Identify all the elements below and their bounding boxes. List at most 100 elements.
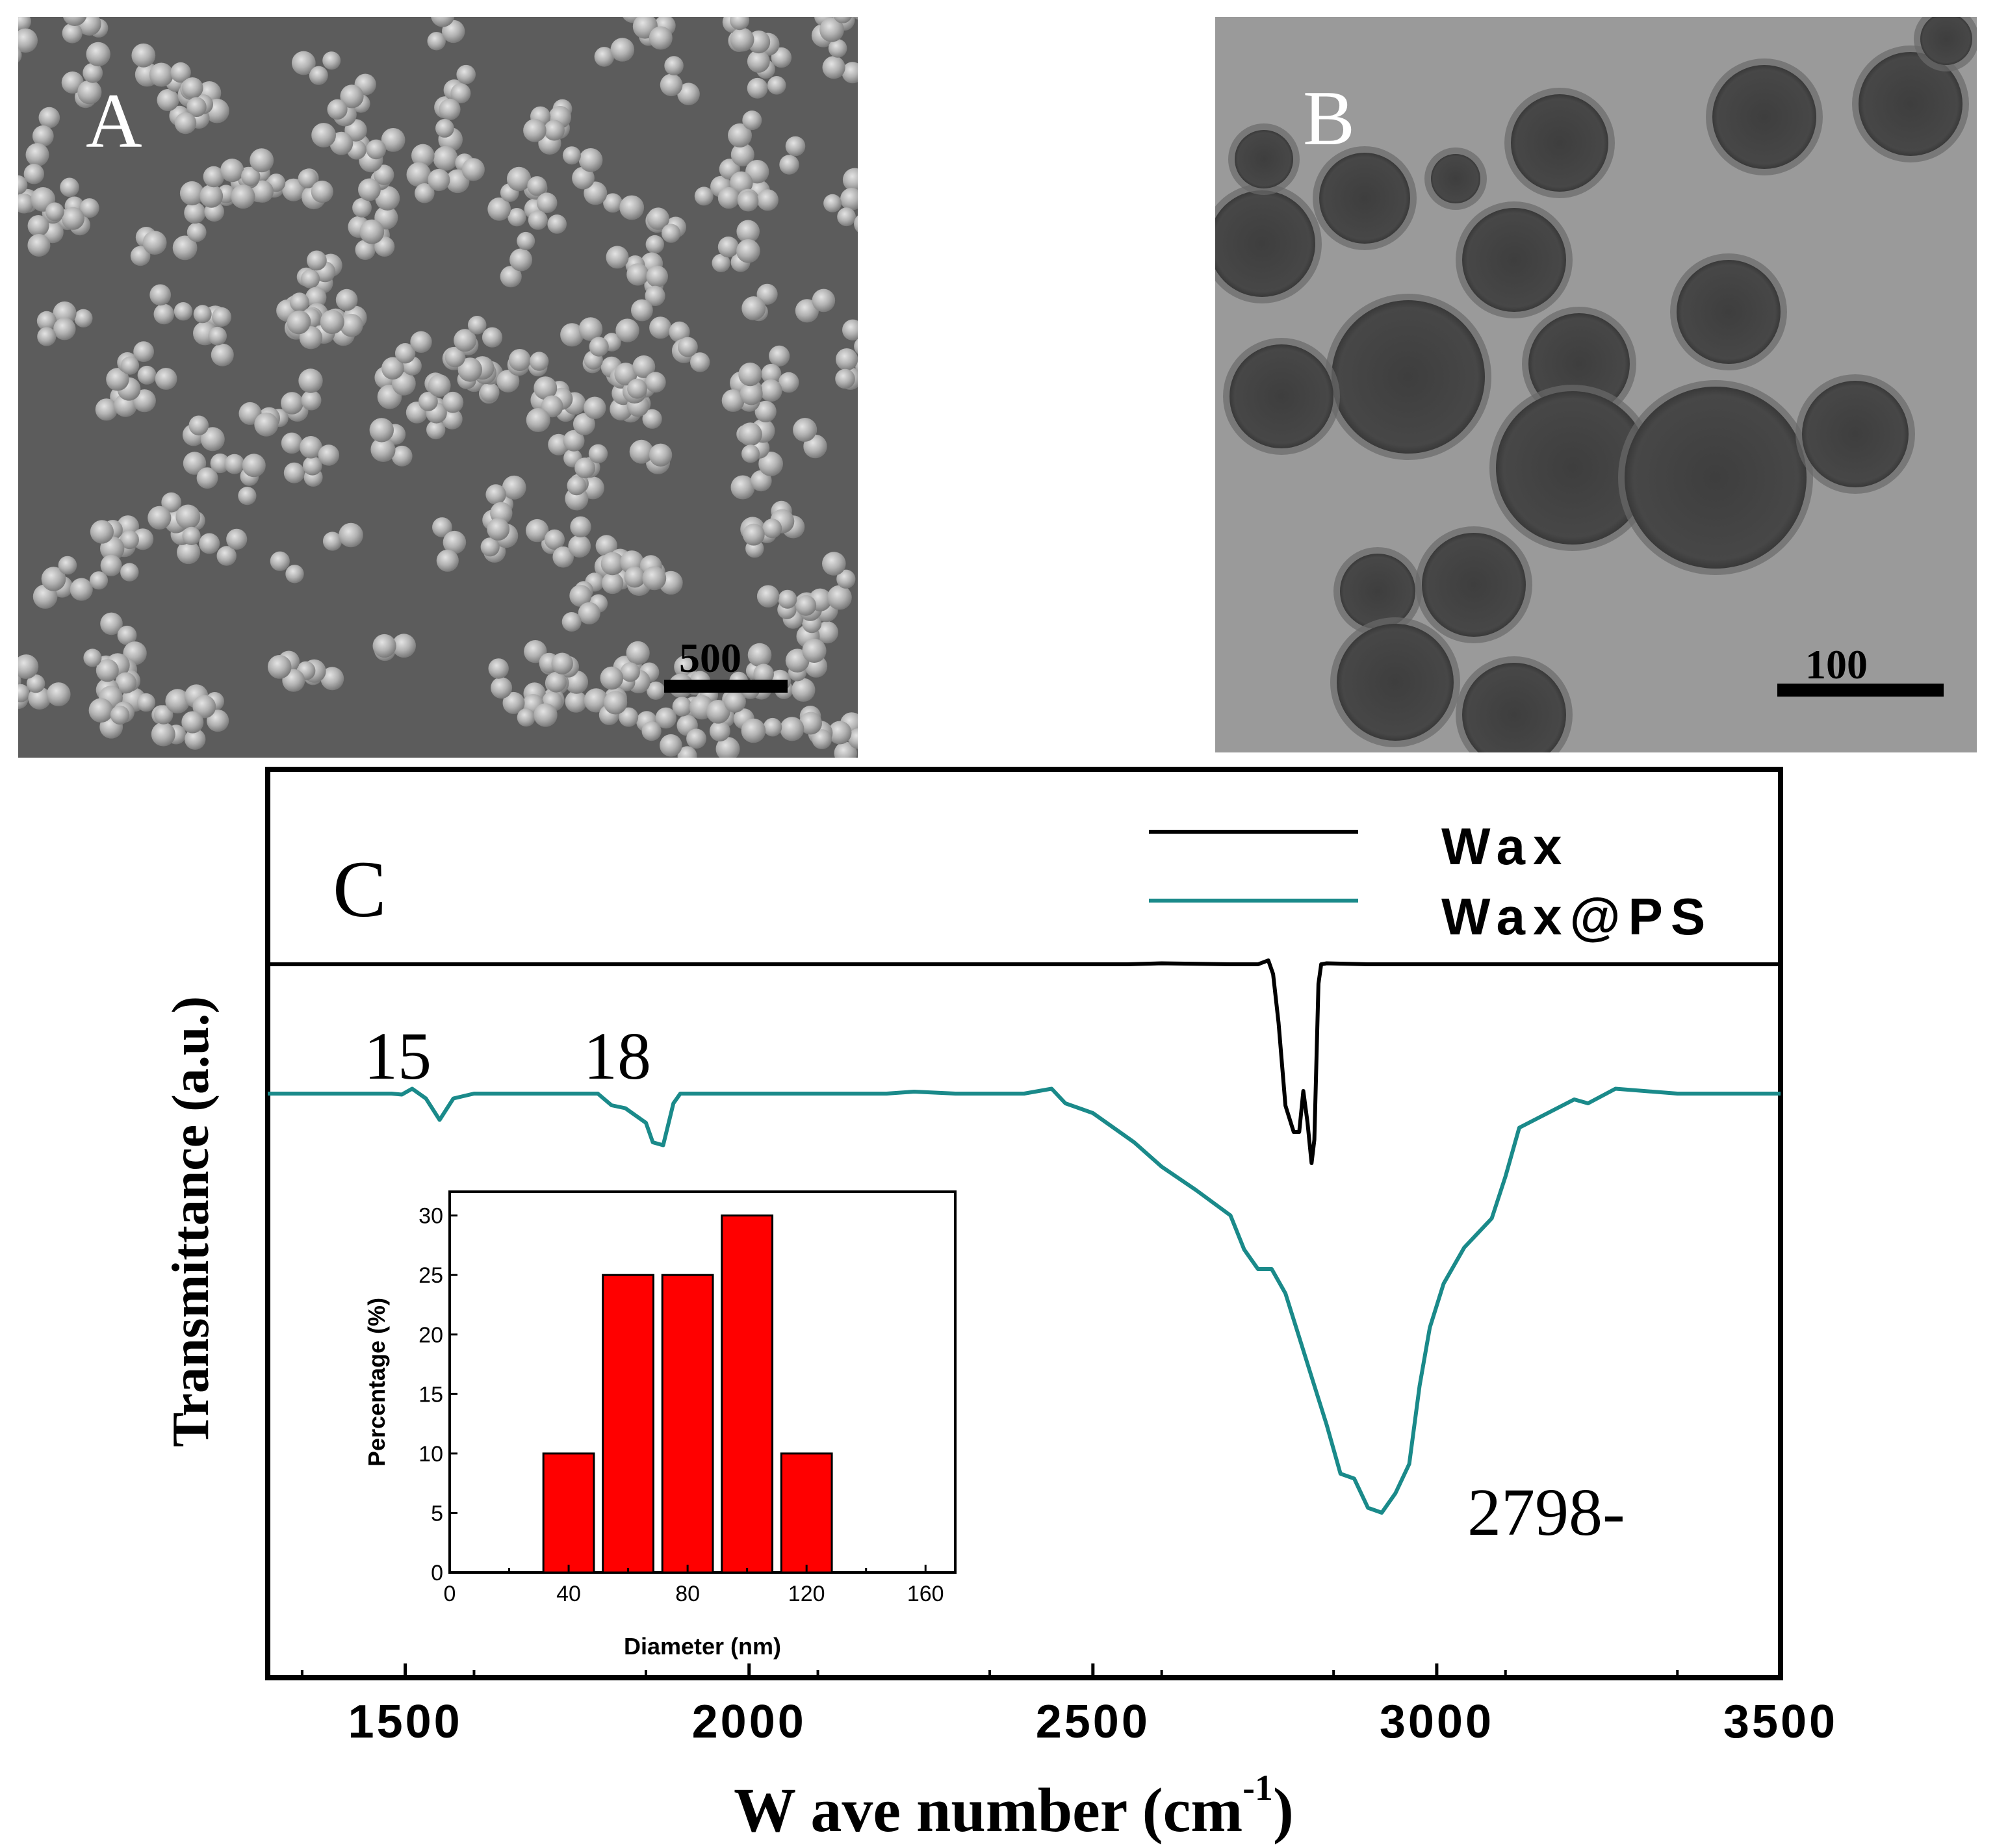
sem-particle (287, 311, 311, 335)
sem-particle (27, 234, 51, 257)
sem-particle (856, 729, 858, 741)
sem-particle (641, 721, 662, 741)
sem-particle (543, 120, 565, 141)
sem-particle (717, 237, 739, 258)
sem-particle (528, 210, 548, 230)
sem-particle (18, 654, 39, 679)
sem-particle (37, 327, 57, 346)
sem-particle (418, 392, 438, 411)
sem-particle (433, 146, 458, 171)
sem-particle (454, 329, 477, 352)
inset-bars (542, 1214, 833, 1574)
sem-particle (740, 382, 763, 405)
sem-particle (620, 662, 640, 682)
sem-particle (614, 363, 637, 386)
sem-particle (381, 128, 405, 152)
tem-particle (1802, 381, 1909, 487)
tem-particle (1859, 52, 1963, 156)
sem-particle (77, 80, 102, 105)
sem-particle (309, 66, 328, 85)
sem-particle (627, 378, 647, 399)
panel-b-scale-text: 100 (1805, 641, 1868, 687)
sem-particle (502, 691, 525, 714)
sem-particle (450, 83, 471, 104)
sem-particle (100, 554, 122, 576)
sem-particle (508, 208, 526, 227)
sem-particle (174, 112, 197, 135)
sem-particle (632, 355, 656, 378)
sem-particle (456, 64, 476, 84)
sem-particle (435, 119, 454, 138)
inset-x-tick-label-80: 80 (675, 1582, 700, 1606)
sem-particle (738, 363, 762, 387)
tem-particle (1229, 344, 1333, 448)
inset-x-tick-label-160: 160 (907, 1582, 944, 1606)
sem-particle (391, 445, 413, 467)
sem-particle (153, 303, 175, 325)
sem-particle (18, 193, 34, 214)
sem-particle (792, 678, 816, 702)
sem-particle (626, 263, 649, 286)
sem-particle (358, 178, 381, 201)
sem-particle (574, 457, 595, 479)
inset-y-tick-label-30: 30 (418, 1204, 443, 1229)
panel-a-label: A (86, 77, 142, 164)
sem-particle (569, 584, 592, 607)
sem-particle (381, 357, 404, 380)
sem-particle (32, 125, 54, 147)
inset-y-tick-label-0: 0 (431, 1561, 443, 1585)
sem-particle (200, 184, 224, 208)
sem-particle (106, 368, 129, 391)
sem-particle (375, 186, 400, 211)
sem-particle (374, 164, 394, 185)
sem-particle (534, 703, 558, 727)
sem-particle (461, 158, 485, 181)
sem-particle (172, 235, 198, 261)
ir-x-tick-label-3000: 3000 (1380, 1696, 1494, 1748)
sem-particle (589, 337, 609, 357)
ir-annotation-18: 18 (584, 1019, 651, 1094)
sem-particle (61, 71, 84, 94)
sem-particle (565, 690, 587, 713)
inset-bar-60 (602, 1274, 654, 1574)
sem-particle (508, 349, 531, 371)
sem-particle (192, 695, 216, 719)
sem-particle (871, 706, 890, 725)
sem-particle (216, 546, 237, 566)
sem-particle (322, 51, 341, 70)
sem-particle (721, 389, 745, 412)
sem-particle (662, 224, 681, 243)
sem-particle (600, 552, 624, 576)
sem-particle (58, 556, 77, 575)
sem-particle (427, 32, 446, 51)
sem-particle (779, 155, 799, 175)
sem-particle (142, 231, 167, 255)
sem-particle (785, 136, 806, 157)
sem-particle (678, 337, 698, 357)
sem-particle (439, 98, 461, 120)
sem-particle (626, 641, 650, 665)
sem-particle (552, 546, 574, 568)
inset-x-tick-label-120: 120 (788, 1582, 825, 1606)
sem-particle (226, 528, 248, 550)
sem-particle (645, 235, 664, 254)
sem-particle (38, 107, 60, 129)
sem-particle (835, 368, 855, 389)
ir-x-axis-label-superscript: -1 (1242, 1768, 1273, 1808)
tem-particle (1337, 624, 1454, 741)
sem-particle (761, 363, 782, 384)
sem-particle (769, 345, 790, 367)
tem-particle (1496, 391, 1649, 545)
sem-particle (359, 219, 385, 244)
sem-particle (298, 368, 323, 393)
sem-particle (182, 526, 201, 546)
sem-particle (0, 660, 6, 683)
sem-particle (281, 432, 303, 454)
inset-x-axis-ticks: 0 40 80 120 160 (444, 1565, 944, 1606)
sem-particle (869, 227, 889, 247)
sem-particle (285, 565, 304, 584)
sem-particle (754, 400, 777, 422)
sem-particle (645, 285, 665, 306)
sem-particle (117, 625, 137, 645)
sem-particle (155, 368, 177, 390)
